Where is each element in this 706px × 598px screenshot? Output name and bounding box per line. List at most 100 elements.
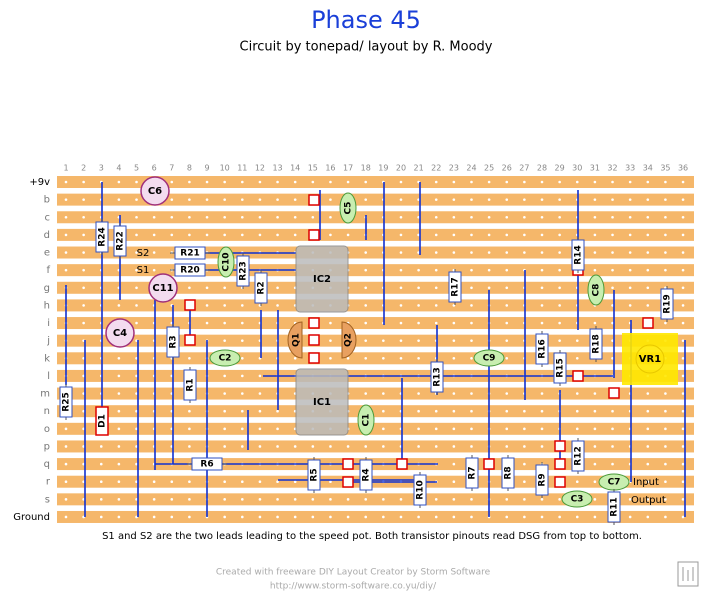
component-label: IC1 (313, 397, 331, 408)
component: IC1 (295, 368, 349, 436)
row-label: g (44, 283, 50, 294)
hole (452, 357, 456, 360)
hole (628, 233, 632, 237)
component-label: C3 (571, 495, 584, 505)
resistor (571, 440, 585, 472)
hole (364, 251, 368, 254)
hole (135, 409, 138, 413)
hole (611, 304, 614, 307)
component-label: C5 (344, 202, 354, 215)
strip (57, 281, 694, 294)
component-label: C1 (362, 414, 372, 427)
strip (57, 334, 694, 347)
hole (558, 304, 561, 307)
component: Q1 (287, 321, 303, 359)
column-label: 28 (537, 164, 547, 173)
row-label: j (46, 336, 50, 347)
hole (664, 286, 667, 290)
track-cut (572, 370, 584, 382)
hole (611, 445, 614, 448)
component: R16 (535, 331, 549, 367)
component-label: R15 (556, 358, 566, 377)
hole (505, 409, 509, 413)
hole (399, 357, 403, 360)
hole (628, 304, 632, 307)
hole (452, 445, 456, 448)
hole (575, 480, 579, 484)
component-label: C6 (148, 186, 162, 197)
hole (681, 215, 685, 219)
hole (434, 498, 438, 501)
hole (664, 462, 667, 466)
hole (364, 198, 368, 201)
component-label: R12 (574, 446, 584, 465)
hole (434, 304, 438, 307)
hole (170, 480, 174, 484)
hole (452, 215, 456, 219)
hole (346, 180, 350, 184)
hole (152, 480, 156, 484)
hole (452, 233, 456, 237)
capacitor (587, 274, 605, 306)
hole (505, 515, 509, 519)
hole (82, 251, 85, 254)
hole (64, 215, 68, 219)
column-label: 21 (414, 164, 424, 173)
resistor (535, 464, 549, 496)
track-cut (308, 317, 320, 329)
hole (452, 409, 456, 413)
hole (135, 498, 138, 501)
component-label: Input (633, 477, 659, 488)
hole (505, 180, 509, 184)
hole (664, 233, 667, 237)
hole (188, 445, 191, 448)
hole (117, 515, 121, 519)
column-label: 1 (63, 164, 68, 173)
component: R22 (113, 223, 127, 259)
hole (452, 180, 456, 184)
hole (505, 304, 509, 307)
hole (593, 462, 597, 466)
hole (611, 251, 614, 254)
hole (135, 427, 138, 431)
hole (575, 427, 579, 431)
hole (276, 498, 279, 501)
hole (152, 268, 156, 272)
hole (276, 233, 279, 237)
hole (470, 251, 473, 254)
hole (135, 480, 138, 484)
hole (664, 321, 667, 325)
hole (364, 357, 368, 360)
hole (329, 480, 332, 484)
hole (241, 498, 244, 501)
column-label: 30 (572, 164, 582, 173)
hole (505, 339, 509, 342)
hole (452, 198, 456, 201)
capacitor (473, 349, 505, 367)
hole (170, 233, 174, 237)
component: R2 (254, 270, 268, 306)
row-label: i (47, 318, 50, 329)
hole (681, 392, 685, 395)
hole (135, 357, 138, 360)
row-label: k (44, 353, 50, 364)
hole (434, 268, 438, 272)
hole (117, 480, 121, 484)
component-label: R23 (239, 261, 249, 280)
hole (523, 515, 526, 519)
hole (241, 445, 244, 448)
hole (452, 339, 456, 342)
hole (346, 233, 350, 237)
hole (681, 321, 685, 325)
hole (135, 286, 138, 290)
row-label: l (47, 371, 50, 382)
component-label: Q1 (292, 333, 302, 347)
hole (64, 498, 68, 501)
hole (364, 445, 368, 448)
column-label: 29 (555, 164, 565, 173)
hole (611, 339, 614, 342)
component: R8 (501, 455, 515, 491)
hole (117, 198, 121, 201)
hole (540, 321, 544, 325)
hole (540, 198, 544, 201)
